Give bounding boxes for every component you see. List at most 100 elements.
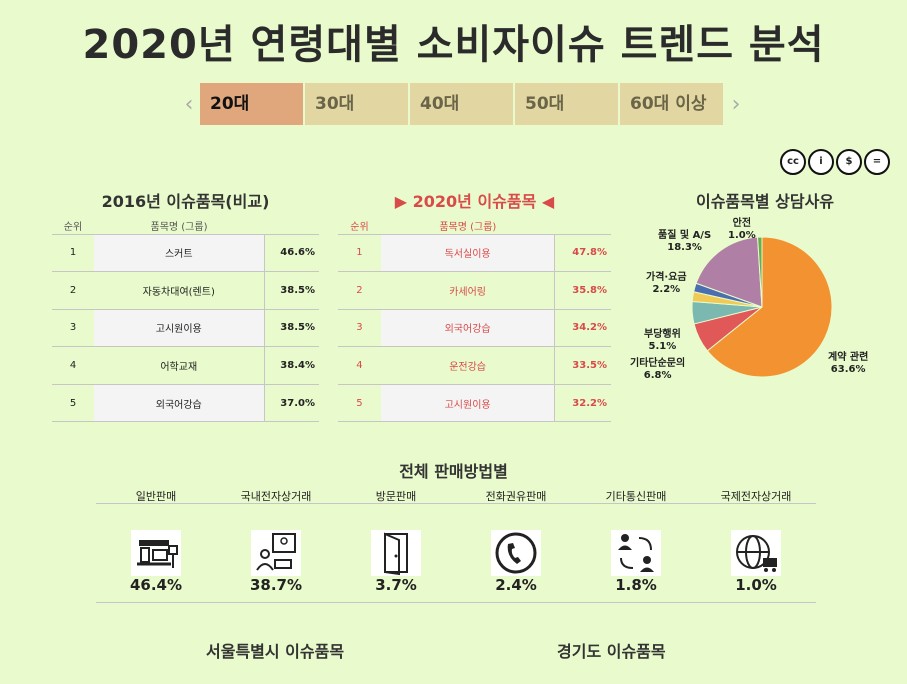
rank-cell: 2 <box>52 271 94 310</box>
table-row: 5 외국어강습 37.0% <box>52 384 319 423</box>
name-cell: 외국어강습 <box>380 309 555 348</box>
online-shopping-icon <box>251 530 301 576</box>
method-value: 2.4% <box>495 576 537 594</box>
pct-cell: 46.6% <box>263 234 319 273</box>
table-row: 3 고시원이용 38.5% <box>52 309 319 348</box>
nc-icon: $ <box>836 149 862 175</box>
table-2020: 순위 품목명 (그룹) 1 독서실이용 47.8% 2 카세어링 35.8% 3 외국어강… <box>338 218 611 423</box>
pie-slice-6 <box>757 236 763 308</box>
method-value: 38.7% <box>249 576 303 594</box>
method-value: 3.7% <box>375 576 417 594</box>
rank-cell: 2 <box>338 271 381 310</box>
method-telemarketing: 전화권유판매 2.4% <box>456 488 576 594</box>
name-header: 품목명 (그룹) <box>380 218 555 235</box>
name-cell: 독서실이용 <box>380 234 555 273</box>
pie-label-contract: 계약 관련 63.6% <box>828 352 869 375</box>
method-value: 1.8% <box>615 576 657 594</box>
table-row: 2 카세어링 35.8% <box>338 271 611 310</box>
rank-cell: 3 <box>52 309 94 348</box>
name-cell: 운전강습 <box>380 346 555 385</box>
rank-header: 순위 <box>52 218 94 235</box>
page-title: 2020년 연령대별 소비자이슈 트렌드 분석 <box>82 22 825 68</box>
pct-cell: 34.2% <box>554 309 611 348</box>
method-value: 46.4% <box>129 576 183 594</box>
name-cell: 스커트 <box>94 234 264 273</box>
rank-cell: 5 <box>52 384 94 423</box>
rank-cell: 4 <box>338 346 381 385</box>
method-name: 기타통신판매 <box>605 490 667 503</box>
door-icon <box>371 530 421 576</box>
tab-30s[interactable]: 30대 <box>305 83 408 125</box>
table-row: 5 고시원이용 32.2% <box>338 384 611 423</box>
rank-cell: 3 <box>338 309 381 348</box>
table-row: 3 외국어강습 34.2% <box>338 309 611 348</box>
chevron-left-icon[interactable]: ‹ <box>184 91 194 117</box>
age-tabs: ‹ 20대 30대 40대 50대 60대 이상 › <box>178 83 747 125</box>
pct-header <box>264 218 319 235</box>
method-name: 전화권유판매 <box>485 490 547 503</box>
people-exchange-icon <box>611 530 661 576</box>
pie-label-unfair: 부당행위 5.1% <box>644 329 681 352</box>
rank-cell: 1 <box>338 234 381 273</box>
method-other-mail-order: 기타통신판매 1.8% <box>576 488 696 594</box>
table-row: 4 운전강습 33.5% <box>338 346 611 385</box>
name-cell: 카세어링 <box>380 271 555 310</box>
pct-cell: 47.8% <box>554 234 611 273</box>
by-icon: i <box>808 149 834 175</box>
name-header: 품목명 (그룹) <box>94 218 264 235</box>
name-cell: 고시원이용 <box>94 309 264 348</box>
rank-cell: 4 <box>52 346 94 385</box>
method-general: 일반판매 46.4% <box>96 488 216 594</box>
table-row: 4 어학교재 38.4% <box>52 346 319 385</box>
seoul-title: 서울특별시 이슈품목 <box>206 642 345 661</box>
divider <box>96 503 816 504</box>
name-cell: 고시원이용 <box>380 384 555 423</box>
cc-icon: cc <box>780 149 806 175</box>
method-name: 방문판매 <box>375 490 417 503</box>
method-international-ecommerce: 국제전자상거래 1.0% <box>696 488 816 594</box>
pct-cell: 35.8% <box>554 271 611 310</box>
tab-50s[interactable]: 50대 <box>515 83 618 125</box>
pct-cell: 38.4% <box>263 346 319 385</box>
chart-title: 이슈품목별 상담사유 <box>695 192 835 211</box>
table-2020-title: ▶ 2020년 이슈품목 ◀ <box>394 192 555 211</box>
global-cart-icon <box>731 530 781 576</box>
pct-cell: 37.0% <box>263 384 319 423</box>
name-cell: 자동차대여(렌트) <box>94 271 264 310</box>
rank-cell: 1 <box>52 234 94 273</box>
divider <box>96 602 816 603</box>
method-door-to-door: 방문판매 3.7% <box>336 488 456 594</box>
pie-slice-0 <box>706 236 833 378</box>
chevron-right-icon[interactable]: › <box>731 91 741 117</box>
pct-cell: 32.2% <box>554 384 611 423</box>
pie-label-price: 가격·요금 2.2% <box>646 272 687 295</box>
tab-40s[interactable]: 40대 <box>410 83 513 125</box>
table-row: 1 독서실이용 47.8% <box>338 234 611 273</box>
phone-icon <box>491 530 541 576</box>
table-2016-title: 2016년 이슈품목(비교) <box>101 192 270 211</box>
name-cell: 외국어강습 <box>94 384 264 423</box>
pie-chart <box>691 236 833 378</box>
nd-icon: = <box>864 149 890 175</box>
table-row: 1 스커트 46.6% <box>52 234 319 273</box>
pie-chart-area: 계약 관련 63.6% 기타단순문의 6.8% 부당행위 5.1% 가격·요금 2.2%… <box>630 210 900 420</box>
pie-label-inquiry: 기타단순문의 6.8% <box>630 358 686 381</box>
pct-cell: 38.5% <box>263 271 319 310</box>
rank-cell: 5 <box>338 384 381 423</box>
pie-label-safety: 안전 1.0% <box>728 218 756 241</box>
storefront-icon <box>131 530 181 576</box>
gyeonggi-title: 경기도 이슈품목 <box>557 642 666 661</box>
pct-cell: 38.5% <box>263 309 319 348</box>
methods-title: 전체 판매방법별 <box>399 462 508 481</box>
method-value: 1.0% <box>735 576 777 594</box>
tab-20s[interactable]: 20대 <box>200 83 303 125</box>
pct-header <box>554 218 611 235</box>
pie-label-quality: 품질 및 A/S 18.3% <box>658 230 712 253</box>
method-name: 국제전자상거래 <box>720 490 792 503</box>
rank-header: 순위 <box>338 218 381 235</box>
tab-60s-plus[interactable]: 60대 이상 <box>620 83 723 125</box>
pie-slice-5 <box>695 236 763 308</box>
method-name: 일반판매 <box>135 490 177 503</box>
name-cell: 어학교재 <box>94 346 264 385</box>
table-row: 2 자동차대여(렌트) 38.5% <box>52 271 319 310</box>
